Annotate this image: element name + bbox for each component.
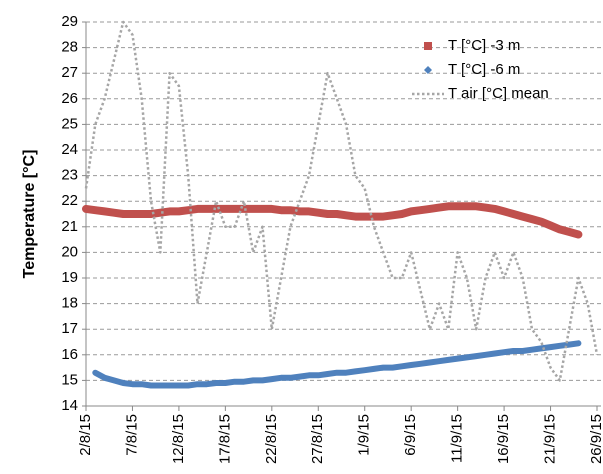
y-tick-label: 20 [61,243,78,260]
y-axis-label: Temperature [°C] [21,150,38,279]
y-tick-label: 17 [61,320,78,337]
y-tick-label: 25 [61,115,78,132]
series-line [92,340,582,389]
legend-label: T [°C] -6 m [448,61,520,78]
y-tick-label: 28 [61,39,78,56]
x-tick-label: 12/8/15 [170,414,187,464]
y-tick-label: 24 [61,141,78,158]
y-tick-label: 22 [61,192,78,209]
x-tick-label: 21/9/15 [542,414,559,464]
legend-marker [424,42,432,50]
y-tick-label: 14 [61,397,78,414]
y-tick-label: 21 [61,218,78,235]
legend-label: T air [°C] mean [448,85,549,102]
series-line [82,202,583,239]
legend-label: T [°C] -3 m [448,37,520,54]
x-tick-label: 6/9/15 [402,414,419,456]
x-tick-label: 17/8/15 [216,414,233,464]
y-tick-label: 29 [61,13,78,30]
y-tick-label: 19 [61,269,78,286]
x-tick-label: 1/9/15 [356,414,373,456]
x-tick-label: 16/9/15 [495,414,512,464]
x-tick-label: 26/9/15 [588,414,603,464]
x-tick-label: 22/8/15 [263,414,280,464]
x-tick-label: 2/8/15 [77,414,94,456]
y-tick-label: 18 [61,295,78,312]
x-tick-label: 7/8/15 [123,414,140,456]
y-tick-label: 15 [61,371,78,388]
x-tick-label: 11/9/15 [449,414,466,463]
y-tick-label: 27 [61,64,78,81]
legend-marker [424,66,432,74]
y-tick-label: 26 [61,90,78,107]
x-tick-label: 27/8/15 [309,414,326,464]
y-tick-label: 23 [61,167,78,184]
y-tick-label: 16 [61,346,78,363]
